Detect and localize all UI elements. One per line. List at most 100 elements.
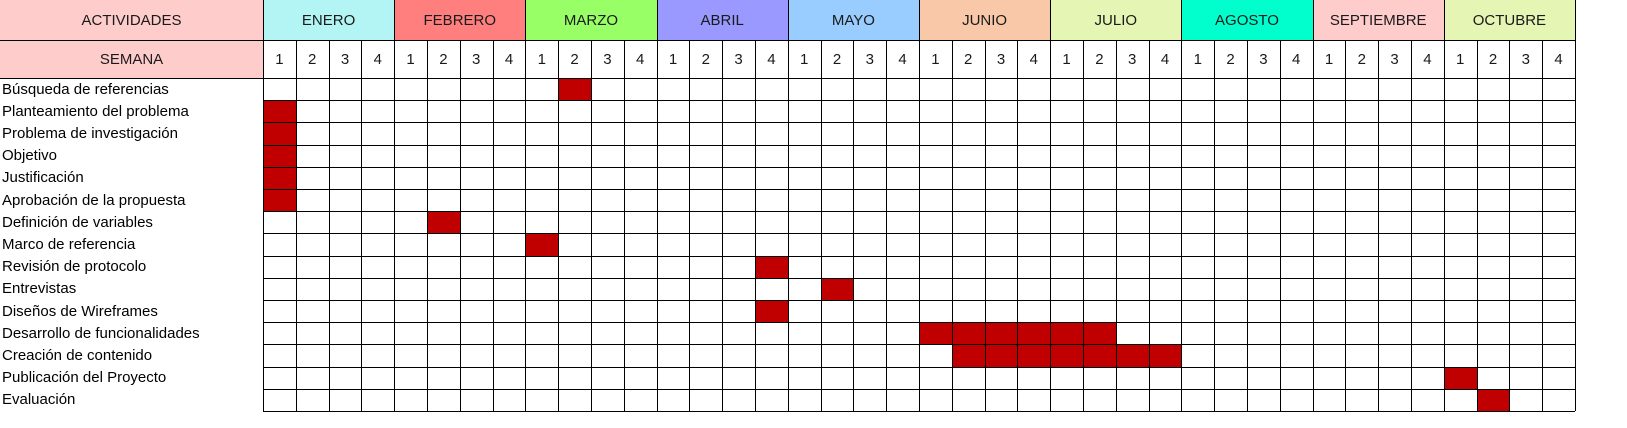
grid-line-horizontal: [263, 300, 1575, 301]
week-number: 1: [275, 50, 284, 68]
month-header-junio: JUNIO: [919, 0, 1051, 40]
week-number: 1: [1193, 50, 1202, 68]
month-header-febrero: FEBRERO: [394, 0, 526, 40]
grid-line-vertical: [591, 40, 592, 411]
grid-line-horizontal: [263, 189, 1575, 190]
month-header-octubre: OCTUBRE: [1443, 0, 1575, 40]
week-number: 3: [472, 50, 481, 68]
week-number: 1: [1062, 50, 1071, 68]
activity-label: Objetivo: [2, 147, 58, 165]
activity-label: Desarrollo de funcionalidades: [2, 324, 200, 342]
grid-line-vertical: [1017, 40, 1018, 411]
grid-line-horizontal: [0, 40, 1575, 41]
grid-line-vertical: [361, 40, 362, 411]
gantt-bar: [525, 233, 559, 256]
week-number: 1: [668, 50, 678, 68]
activity-label: Entrevistas: [2, 280, 77, 298]
week-number: 2: [832, 50, 842, 68]
week-number: 3: [340, 50, 350, 68]
week-number: 4: [898, 50, 907, 68]
gantt-bar: [263, 166, 296, 189]
gantt-bar: [1083, 344, 1116, 367]
month-header-septiembre: SEPTIEMBRE: [1312, 0, 1444, 40]
week-number: 1: [1324, 50, 1334, 68]
grid-line-vertical: [525, 0, 526, 411]
grid-line-horizontal: [263, 145, 1575, 146]
grid-line-vertical: [1149, 40, 1150, 411]
grid-line-vertical: [657, 0, 658, 411]
week-number: 2: [701, 50, 710, 68]
grid-line-vertical: [1542, 40, 1543, 411]
grid-line-vertical: [722, 40, 723, 411]
grid-line-vertical: [1509, 40, 1510, 411]
grid-line-vertical: [985, 40, 986, 411]
gantt-bar: [1050, 344, 1083, 367]
grid-line-vertical: [460, 40, 461, 411]
week-number: 2: [308, 50, 317, 68]
week-number: 3: [1390, 50, 1399, 68]
grid-line-horizontal: [263, 278, 1575, 279]
gantt-bar: [263, 122, 296, 145]
grid-line-vertical: [296, 40, 297, 411]
grid-line-vertical: [1477, 40, 1478, 411]
week-number: 2: [1095, 50, 1104, 68]
week-number: 4: [767, 50, 776, 68]
grid-line-horizontal: [263, 122, 1575, 123]
grid-line-vertical: [1116, 40, 1117, 411]
week-number: 1: [800, 50, 809, 68]
grid-line-horizontal: [263, 233, 1575, 234]
week-number: 2: [439, 50, 448, 68]
grid-line-vertical: [788, 0, 789, 411]
grid-line-vertical: [1280, 40, 1281, 411]
week-number: 2: [1226, 50, 1235, 68]
activities-header: ACTIVIDADES: [0, 0, 263, 40]
gantt-bar: [1017, 344, 1051, 367]
grid-line-horizontal: [263, 322, 1575, 323]
grid-line-vertical: [1575, 0, 1576, 411]
grid-line-horizontal: [263, 167, 1575, 168]
week-number: 4: [636, 50, 645, 68]
activity-label: Búsqueda de referencias: [2, 80, 169, 98]
week-number: 4: [1029, 50, 1038, 68]
week-number: 4: [504, 50, 514, 68]
grid-line-vertical: [1378, 40, 1379, 411]
gantt-bar: [984, 322, 1018, 345]
grid-line-vertical: [1247, 40, 1248, 411]
grid-line-vertical: [853, 40, 854, 411]
week-header: SEMANA: [0, 40, 263, 78]
week-number: 1: [537, 50, 546, 68]
activity-label: Evaluación: [2, 391, 76, 409]
grid-line-horizontal: [263, 389, 1575, 390]
gantt-bar: [1443, 366, 1477, 389]
gantt-bar: [1476, 388, 1510, 411]
gantt-bar: [263, 100, 296, 123]
month-header-marzo: MARZO: [525, 0, 657, 40]
week-number: 3: [603, 50, 612, 68]
grid-line-vertical: [755, 40, 756, 411]
gantt-bar: [755, 255, 788, 278]
grid-line-horizontal: [0, 78, 1575, 79]
gantt-bar: [1083, 322, 1116, 345]
grid-line-horizontal: [263, 344, 1575, 345]
month-header-abril: ABRIL: [656, 0, 788, 40]
activity-label: Definición de variables: [2, 213, 153, 231]
gantt-bar: [263, 189, 296, 212]
grid-line-horizontal: [263, 367, 1575, 368]
week-number: 1: [406, 50, 415, 68]
week-number: 4: [1160, 50, 1170, 68]
week-number: 3: [1521, 50, 1530, 68]
gantt-bar: [427, 211, 460, 234]
grid-line-vertical: [952, 40, 953, 411]
gantt-bar: [755, 300, 788, 323]
activity-label: Diseños de Wireframes: [2, 302, 158, 320]
grid-line-vertical: [329, 40, 330, 411]
activity-label: Justificación: [2, 169, 84, 187]
week-number: 1: [931, 50, 940, 68]
gantt-bar: [1115, 344, 1149, 367]
grid-line-horizontal: [263, 211, 1575, 212]
gantt-bar: [1148, 344, 1182, 367]
grid-line-vertical: [558, 40, 559, 411]
grid-line-vertical: [1214, 40, 1215, 411]
grid-line-vertical: [1444, 0, 1445, 411]
